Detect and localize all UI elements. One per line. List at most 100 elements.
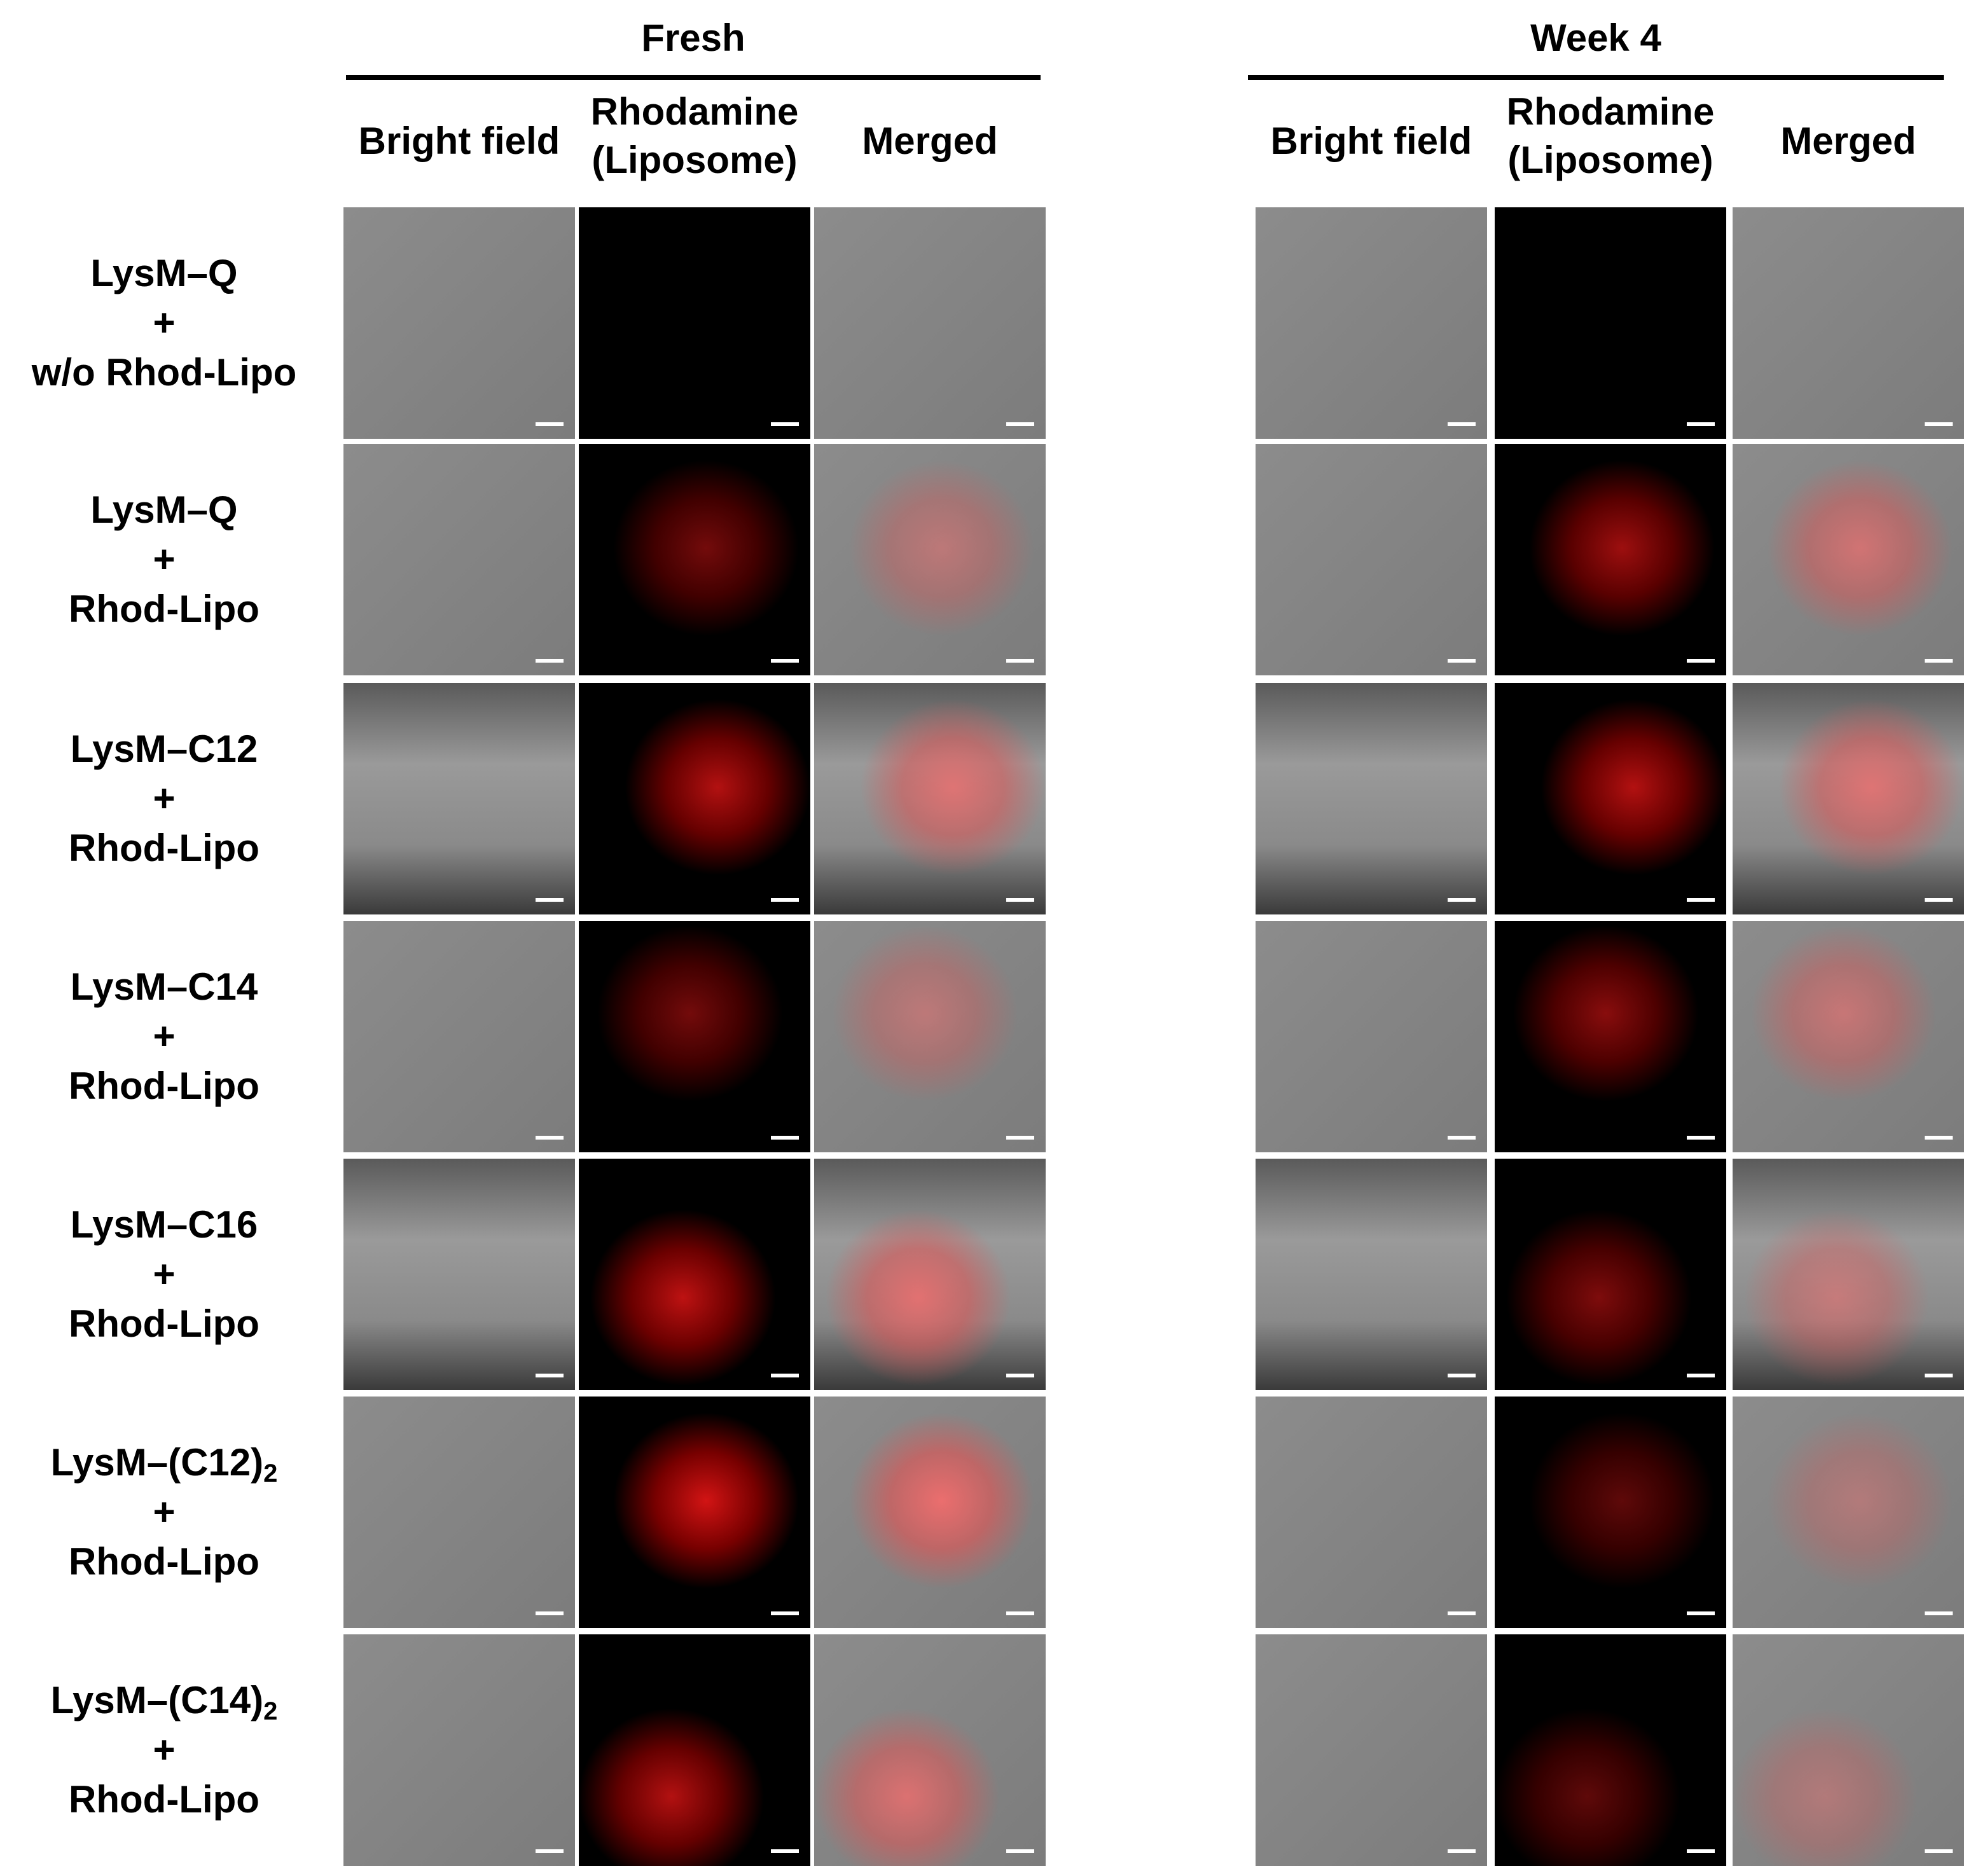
scale-bar: [536, 1136, 564, 1140]
scale-bar: [1687, 1611, 1715, 1615]
scale-bar: [1687, 659, 1715, 663]
row-label-text: Rhod-Lipo: [69, 1778, 260, 1821]
row-label: LysM–C12: [71, 725, 258, 773]
micrograph: [814, 921, 1046, 1152]
micrograph: [1256, 921, 1487, 1152]
micrograph: [814, 1159, 1046, 1390]
scale-bar: [1448, 1374, 1476, 1377]
micrograph: [1256, 1634, 1487, 1866]
row-label: LysM–C14: [71, 963, 258, 1011]
row-label: LysM–C16: [71, 1201, 258, 1249]
micrograph: [579, 207, 810, 439]
row-label-text: w/o Rhod-Lipo: [31, 351, 297, 394]
row-label: +: [153, 299, 175, 347]
scale-bar: [1448, 1849, 1476, 1853]
micrograph: [1733, 444, 1964, 675]
micrograph: [343, 1397, 575, 1628]
micrograph: [1256, 1397, 1487, 1628]
row-label-subscript: 2: [263, 1459, 278, 1487]
scale-bar: [536, 1374, 564, 1377]
row-label: Rhod-Lipo: [69, 1776, 260, 1824]
micrograph: [1495, 1634, 1726, 1866]
group-rule: [346, 75, 1041, 80]
micrograph: [1256, 1159, 1487, 1390]
row-label: Rhod-Lipo: [69, 1538, 260, 1586]
scale-bar: [771, 898, 799, 902]
row-label-subscript: 2: [263, 1697, 278, 1725]
micrograph: [579, 1634, 810, 1866]
row-label-text: Rhod-Lipo: [69, 588, 260, 630]
row-label: LysM–Q: [90, 486, 237, 534]
micrograph: [814, 1397, 1046, 1628]
scale-bar: [1006, 1374, 1034, 1377]
row-label: Rhod-Lipo: [69, 824, 260, 872]
micrograph: [343, 683, 575, 914]
scale-bar: [536, 659, 564, 663]
micrograph: [1495, 1397, 1726, 1628]
micrograph: [1495, 921, 1726, 1152]
micrograph: [343, 444, 575, 675]
scale-bar: [1925, 659, 1953, 663]
row-label: LysM–Q: [90, 249, 237, 298]
micrograph: [579, 921, 810, 1152]
micrograph: [1495, 444, 1726, 675]
scale-bar: [771, 1611, 799, 1615]
group-title: Week 4: [1530, 17, 1661, 59]
scale-bar: [1448, 1611, 1476, 1615]
micrograph: [579, 683, 810, 914]
row-label-text: Rhod-Lipo: [69, 827, 260, 869]
row-label: Rhod-Lipo: [69, 585, 260, 633]
scale-bar: [771, 1849, 799, 1853]
row-label: LysM–(C14)2: [51, 1676, 278, 1725]
row-label-text: LysM–(C12): [50, 1441, 264, 1484]
row-label-text: +: [153, 1253, 176, 1295]
scale-bar: [1448, 1136, 1476, 1140]
scale-bar: [1448, 422, 1476, 426]
row-label-text: LysM–(C14): [50, 1679, 264, 1721]
scale-bar: [1448, 898, 1476, 902]
scale-bar: [1687, 422, 1715, 426]
row-label: +: [153, 1250, 175, 1299]
micrograph: [814, 1634, 1046, 1866]
row-label-text: +: [153, 777, 176, 820]
scale-bar: [1925, 1136, 1953, 1140]
scale-bar: [1448, 659, 1476, 663]
row-label: Rhod-Lipo: [69, 1300, 260, 1348]
micrograph: [579, 1397, 810, 1628]
scale-bar: [1687, 898, 1715, 902]
scale-bar: [1006, 898, 1034, 902]
scale-bar: [536, 898, 564, 902]
row-label: LysM–(C12)2: [51, 1438, 278, 1487]
column-header: Rhodamine: [1506, 90, 1715, 133]
scale-bar: [1006, 1611, 1034, 1615]
micrograph: [814, 444, 1046, 675]
scale-bar: [1006, 1849, 1034, 1853]
micrograph: [579, 1159, 810, 1390]
row-label: Rhod-Lipo: [69, 1062, 260, 1110]
column-header: (Liposome): [592, 139, 798, 181]
scale-bar: [1925, 898, 1953, 902]
row-label-text: +: [153, 1728, 176, 1771]
micrograph: [1495, 1159, 1726, 1390]
row-label-text: LysM–Q: [90, 252, 238, 294]
column-header: Bright field: [1270, 120, 1472, 162]
micrograph: [814, 207, 1046, 439]
row-label-text: LysM–C12: [70, 728, 258, 770]
row-label: +: [153, 1012, 175, 1061]
micrograph: [1256, 444, 1487, 675]
row-label-text: Rhod-Lipo: [69, 1540, 260, 1583]
group-rule: [1248, 75, 1944, 80]
micrograph: [1495, 683, 1726, 914]
micrograph: [1733, 683, 1964, 914]
scale-bar: [1925, 1374, 1953, 1377]
row-label: +: [153, 1726, 175, 1774]
micrograph: [1256, 683, 1487, 914]
scale-bar: [771, 1374, 799, 1377]
row-label: w/o Rhod-Lipo: [32, 348, 297, 397]
scale-bar: [1925, 422, 1953, 426]
micrograph: [1733, 1634, 1964, 1866]
scale-bar: [1006, 422, 1034, 426]
scale-bar: [536, 422, 564, 426]
row-label-text: Rhod-Lipo: [69, 1065, 260, 1107]
micrograph: [1733, 921, 1964, 1152]
